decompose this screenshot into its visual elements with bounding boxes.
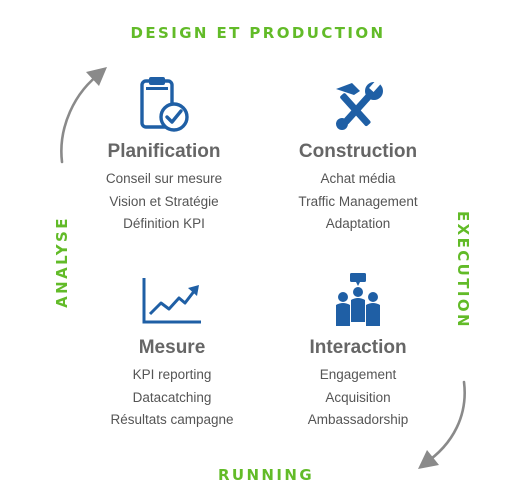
list-item: KPI reporting [132, 367, 212, 382]
quadrant-interaction: Interaction Engagement Acquisition Ambas… [258, 266, 458, 432]
group-icon [258, 266, 458, 336]
list-item: Ambassadorship [307, 412, 409, 427]
curved-arrow-up-icon [60, 67, 107, 164]
phase-label-running: RUNNING [217, 466, 315, 484]
line-chart-icon [72, 266, 272, 336]
quadrant-title: Construction [298, 141, 418, 162]
list-item: Acquisition [325, 389, 391, 405]
list-item: Engagement [319, 367, 397, 382]
quadrant-item-list: KPI reporting Datacatching Résultats cam… [72, 364, 272, 432]
list-item: Achat média [320, 171, 396, 186]
list-item: Traffic Management [298, 193, 418, 209]
quadrant-title: Mesure [138, 337, 206, 358]
curved-arrow-down-icon [418, 380, 466, 469]
quadrant-mesure: Mesure KPI reporting Datacatching Résult… [72, 266, 272, 432]
quadrant-item-list: Engagement Acquisition Ambassadorship [258, 364, 458, 432]
quadrant-construction: Construction Achat média Traffic Managem… [258, 70, 458, 236]
list-item: Adaptation [325, 216, 391, 231]
list-item: Datacatching [132, 389, 212, 405]
phase-label-design: DESIGN ET PRODUCTION [130, 24, 386, 42]
quadrant-item-list: Conseil sur mesure Vision et Stratégie D… [64, 168, 264, 236]
list-item: Conseil sur mesure [105, 171, 223, 186]
list-item: Résultats campagne [110, 412, 234, 427]
list-item: Vision et Stratégie [109, 193, 219, 209]
quadrant-planification: Planification Conseil sur mesure Vision … [64, 70, 264, 236]
quadrant-title: Interaction [309, 337, 407, 358]
list-item: Définition KPI [123, 216, 205, 231]
clipboard-check-icon [64, 70, 264, 140]
quadrant-item-list: Achat média Traffic Management Adaptatio… [258, 168, 458, 236]
quadrant-title: Planification [107, 141, 221, 162]
tools-icon [258, 70, 458, 140]
